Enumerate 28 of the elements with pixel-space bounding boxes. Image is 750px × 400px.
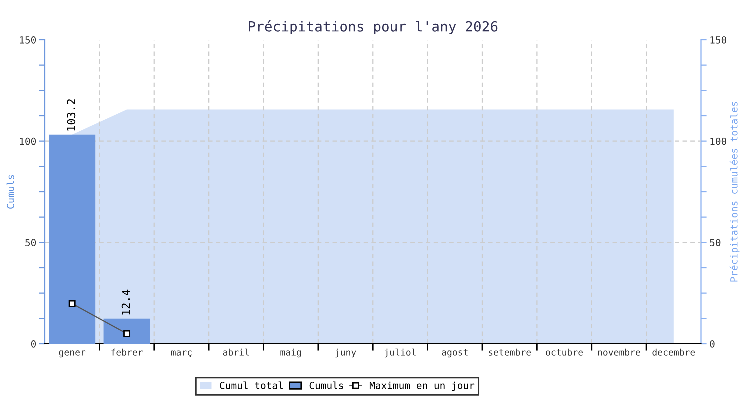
legend-label: Maximum en un jour <box>370 382 475 392</box>
data-label: 12.4 <box>122 290 130 315</box>
x-tick-label: juny <box>336 348 356 358</box>
y2-axis-title: Précipitations cumulées totales <box>730 102 740 282</box>
y-axis-title: Cumuls <box>6 175 14 209</box>
legend-label: Cumul total <box>220 382 283 390</box>
y-tick-label: 50 <box>26 239 36 247</box>
y2-tick-label: 100 <box>710 138 727 146</box>
x-tick-label: agost <box>442 349 468 358</box>
x-tick-label: febrer <box>112 348 143 356</box>
x-tick-label: maig <box>280 348 302 358</box>
x-tick-label: decembre <box>652 348 696 356</box>
x-tick-label: març <box>171 350 192 358</box>
y2-tick-label: 50 <box>710 239 721 247</box>
y2-tick-label: 0 <box>710 340 715 348</box>
x-tick-label: setembre <box>489 348 532 356</box>
chart-title: Précipitations pour l'any 2026 <box>249 20 498 35</box>
x-tick-label: novembre <box>598 348 640 356</box>
legend-label: Cumuls <box>310 382 344 390</box>
y-tick-label: 0 <box>31 340 36 348</box>
x-tick-label: juliol <box>384 348 416 358</box>
x-tick-label: gener <box>59 350 86 358</box>
x-tick-label: abril <box>223 348 250 356</box>
x-tick-label: octubre <box>546 348 584 356</box>
y2-tick-label: 150 <box>710 36 727 44</box>
data-label: 103.2 <box>67 100 76 131</box>
y-tick-label: 100 <box>20 138 36 146</box>
y-tick-label: 150 <box>20 36 36 44</box>
